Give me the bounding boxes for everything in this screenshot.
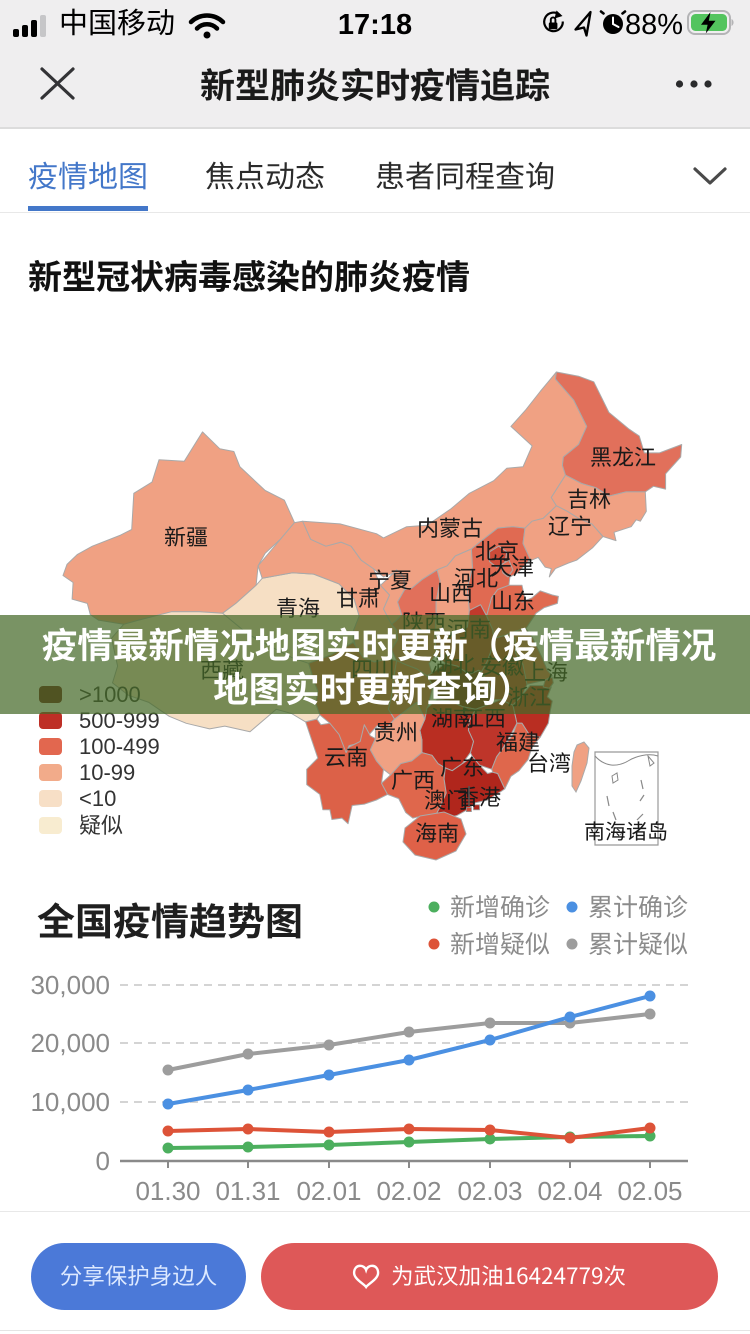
svg-text:10,000: 10,000 <box>30 1087 110 1117</box>
svg-text:88%: 88% <box>625 9 683 41</box>
svg-text:<10: <10 <box>79 786 116 811</box>
svg-text:01.30: 01.30 <box>135 1176 200 1206</box>
svg-text:17:18: 17:18 <box>338 9 412 41</box>
svg-text:100-499: 100-499 <box>79 734 160 759</box>
svg-text:10-99: 10-99 <box>79 760 135 785</box>
svg-text:02.01: 02.01 <box>296 1176 361 1206</box>
svg-text:02.05: 02.05 <box>617 1176 682 1206</box>
svg-text:20,000: 20,000 <box>30 1028 110 1058</box>
svg-text:30,000: 30,000 <box>30 970 110 1000</box>
svg-text:0: 0 <box>96 1146 110 1176</box>
svg-text:02.03: 02.03 <box>457 1176 522 1206</box>
svg-text:01.31: 01.31 <box>215 1176 280 1206</box>
svg-text:02.02: 02.02 <box>376 1176 441 1206</box>
svg-text:02.04: 02.04 <box>537 1176 602 1206</box>
